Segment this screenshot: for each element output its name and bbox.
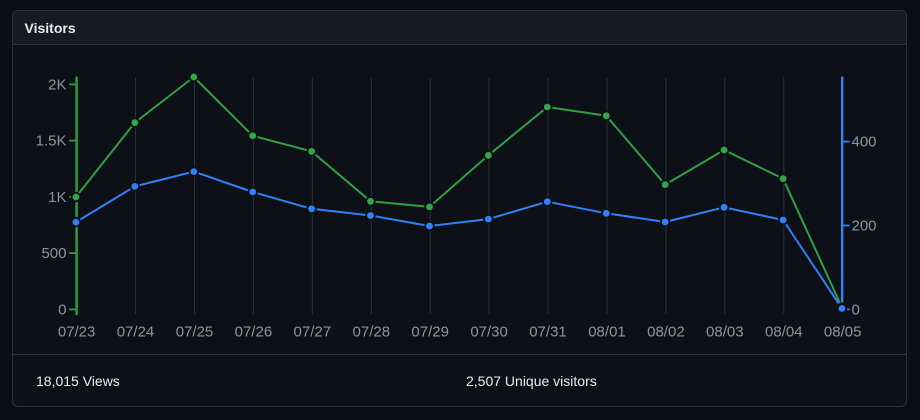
svg-text:08/05: 08/05 bbox=[824, 324, 862, 341]
svg-text:07/31: 07/31 bbox=[529, 324, 567, 341]
svg-text:08/04: 08/04 bbox=[765, 324, 803, 341]
svg-text:07/26: 07/26 bbox=[235, 324, 273, 341]
svg-text:07/27: 07/27 bbox=[294, 324, 332, 341]
svg-text:1.5K: 1.5K bbox=[36, 133, 67, 150]
svg-text:200: 200 bbox=[852, 218, 877, 235]
svg-text:07/28: 07/28 bbox=[353, 324, 391, 341]
svg-text:0: 0 bbox=[58, 301, 66, 318]
svg-text:500: 500 bbox=[41, 245, 66, 262]
svg-text:08/02: 08/02 bbox=[647, 324, 685, 341]
svg-text:07/24: 07/24 bbox=[117, 324, 155, 341]
svg-text:08/03: 08/03 bbox=[706, 324, 744, 341]
svg-text:07/29: 07/29 bbox=[411, 324, 449, 341]
svg-text:07/25: 07/25 bbox=[176, 324, 214, 341]
svg-text:1K: 1K bbox=[48, 189, 66, 206]
svg-text:07/30: 07/30 bbox=[470, 324, 508, 341]
svg-text:08/01: 08/01 bbox=[588, 324, 626, 341]
svg-text:400: 400 bbox=[852, 134, 877, 151]
svg-text:07/23: 07/23 bbox=[58, 324, 96, 341]
svg-text:0: 0 bbox=[852, 301, 860, 318]
svg-text:2K: 2K bbox=[48, 76, 66, 93]
